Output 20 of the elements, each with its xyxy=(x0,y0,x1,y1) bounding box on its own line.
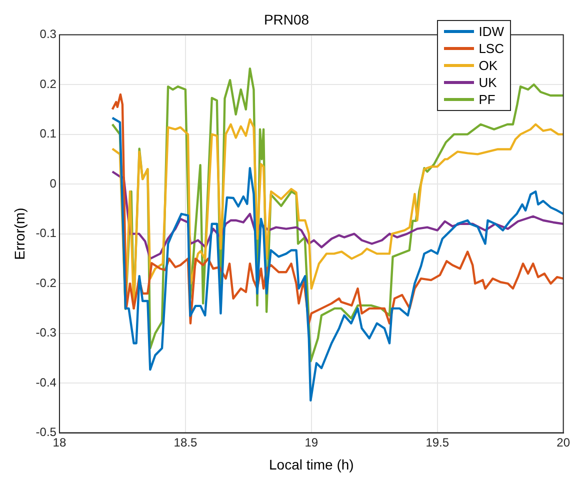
x-axis-title: Local time (h) xyxy=(268,456,354,472)
x-tick-label: 19.5 xyxy=(426,435,450,450)
legend-label: OK xyxy=(478,58,498,73)
y-tick-label: -0.2 xyxy=(36,276,57,290)
legend-label: LSC xyxy=(478,41,504,56)
legend-label: IDW xyxy=(478,24,504,39)
x-tick-label: 19 xyxy=(304,435,318,450)
legend-label: UK xyxy=(478,75,497,90)
y-tick-label: 0.1 xyxy=(40,126,57,141)
y-tick-label: -0.4 xyxy=(36,375,57,390)
y-tick-label: 0.3 xyxy=(40,27,57,42)
y-tick-label: 0 xyxy=(50,176,57,190)
y-tick-label: -0.3 xyxy=(36,326,57,340)
chart-title: PRN08 xyxy=(264,11,310,28)
y-axis-title: Error(m) xyxy=(11,208,28,260)
x-tick-label: 18.5 xyxy=(174,435,198,450)
x-tick-label: 20 xyxy=(556,435,570,450)
y-tick-label: -0.1 xyxy=(36,226,57,240)
legend-label: PF xyxy=(478,92,496,107)
y-tick-label: 0.2 xyxy=(40,76,57,91)
